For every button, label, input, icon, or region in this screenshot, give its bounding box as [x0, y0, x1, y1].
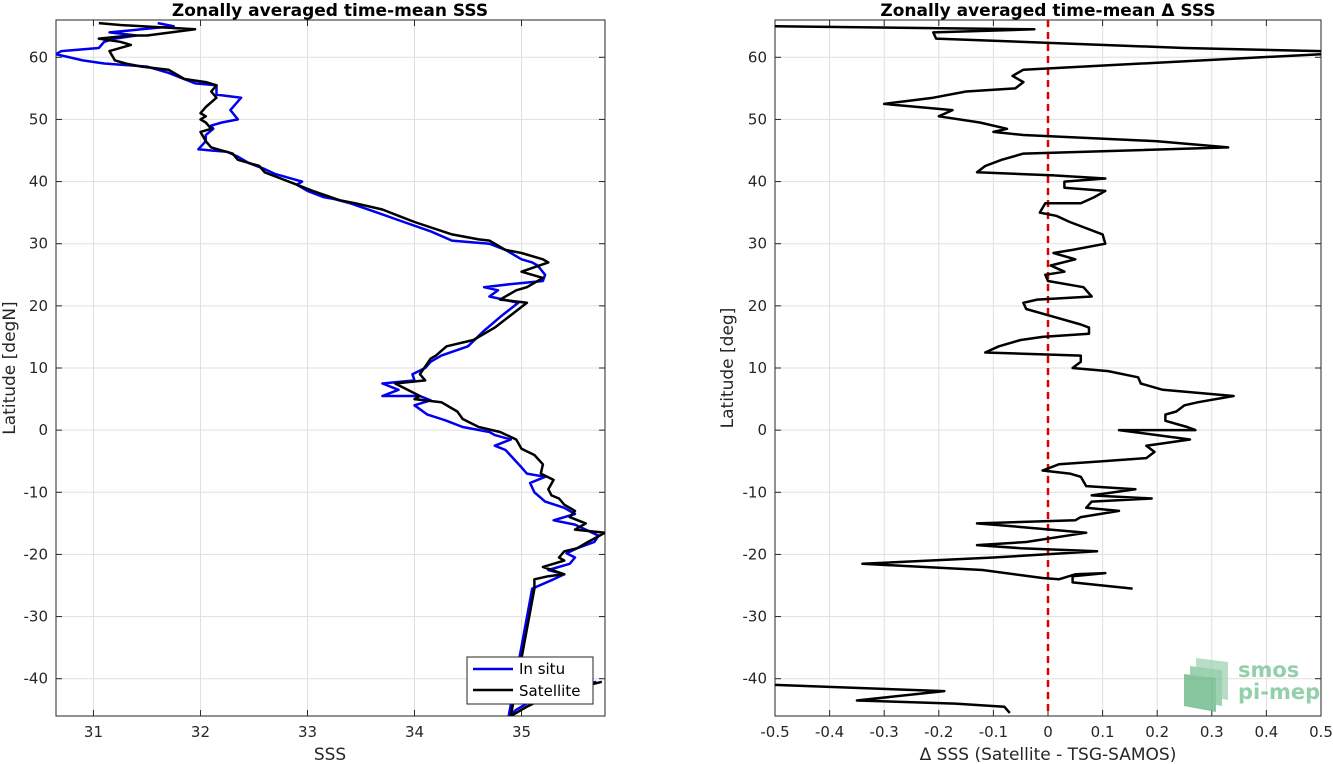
left-y-tick-label: -10 [24, 483, 49, 501]
left-y-tick-label: 10 [29, 359, 48, 377]
left-y-tick-label: -20 [24, 545, 49, 563]
left-x-tick-label: 34 [405, 723, 424, 741]
left-x-axis-label: SSS [314, 745, 346, 764]
right-y-tick-label: -10 [743, 483, 768, 501]
right-x-tick-label: 0 [1043, 723, 1053, 741]
left-series-line-satellite [97, 21, 605, 716]
right-chart: -0.5 -0.4 -0.3 -0.2 -0.1 0 0.1 0.2 0.3 0.4 0.5 -40 -… [718, 1, 1333, 764]
right-x-tick-label: -0.2 [924, 723, 953, 741]
right-y-tick-label: 30 [748, 235, 767, 253]
left-y-tick-label: -30 [24, 608, 49, 626]
legend: In situ Satellite [466, 656, 594, 705]
right-y-tick-label: -20 [743, 545, 768, 563]
left-y-tick-label: -40 [24, 670, 49, 688]
right-x-tick-label: -0.4 [815, 723, 844, 741]
right-y-tick-label: 20 [748, 297, 767, 315]
right-x-axis-label: Δ SSS (Satellite - TSG-SAMOS) [920, 745, 1177, 764]
right-series-line-delta-0 [861, 52, 1321, 590]
right-y-tick-label: 0 [757, 421, 767, 439]
legend-label-in-situ: In situ [519, 660, 565, 678]
right-y-tick-label: 40 [748, 173, 767, 191]
left-y-tick-label: 40 [29, 173, 48, 191]
left-axes-frame [55, 19, 606, 717]
left-x-tick-label: 32 [191, 723, 210, 741]
right-series-line-delta-0 [775, 24, 1321, 53]
left-y-tick-label: 60 [29, 48, 48, 66]
right-x-tick-label: 0.2 [1145, 723, 1169, 741]
logo-text-smos: smos [1238, 658, 1299, 682]
right-y-axis-label: Latitude [deg] [718, 308, 738, 429]
right-series-line-delta-0 [775, 683, 1011, 714]
logo-layers [1184, 658, 1228, 712]
left-y-tick-label: 50 [29, 110, 48, 128]
right-y-tick-label: 10 [748, 359, 767, 377]
right-chart-title: Zonally averaged time-mean Δ SSS [880, 1, 1215, 21]
right-x-tick-label: 0.4 [1254, 723, 1278, 741]
left-tick-labels: 31 32 33 34 35 -40 -30 -20 -10 0 10 20 30 40 50 60 [24, 48, 532, 741]
right-y-tick-label: 50 [748, 110, 767, 128]
right-x-tick-label: -0.5 [760, 723, 789, 741]
right-y-tick-label: -30 [743, 608, 768, 626]
right-x-tick-label: 0.1 [1091, 723, 1115, 741]
right-y-tick-label: -40 [743, 670, 768, 688]
logo-text-pi-mep: pi-mep [1238, 680, 1320, 704]
legend-box [466, 656, 594, 705]
right-x-tick-label: -0.1 [979, 723, 1008, 741]
left-y-axis-label: Latitude [degN] [0, 301, 20, 434]
left-chart-title: Zonally averaged time-mean SSS [172, 1, 488, 21]
left-series-line-in-situ [56, 21, 600, 716]
left-chart: 31 32 33 34 35 -40 -30 -20 -10 0 10 20 30 40 50 60 Zona… [0, 1, 606, 764]
left-x-tick-label: 31 [84, 723, 103, 741]
smos-pi-mep-logo: smos pi-mep [1184, 658, 1320, 712]
left-plot-box [55, 19, 606, 717]
left-y-tick-label: 20 [29, 297, 48, 315]
right-y-tick-label: 60 [748, 48, 767, 66]
legend-label-satellite: Satellite [519, 682, 580, 700]
right-x-tick-label: 0.3 [1200, 723, 1224, 741]
left-y-tick-label: 30 [29, 235, 48, 253]
left-grid [56, 20, 605, 716]
left-x-tick-label: 33 [298, 723, 317, 741]
left-x-tick-label: 35 [512, 723, 531, 741]
right-x-tick-label: 0.5 [1309, 723, 1333, 741]
right-x-tick-label: -0.3 [870, 723, 899, 741]
right-series [775, 20, 1321, 716]
logo-layer-front [1184, 674, 1216, 712]
right-tick-labels: -0.5 -0.4 -0.3 -0.2 -0.1 0 0.1 0.2 0.3 0.4 0.5 -40 -… [743, 48, 1333, 741]
left-y-tick-label: 0 [38, 421, 48, 439]
left-series [56, 21, 605, 716]
